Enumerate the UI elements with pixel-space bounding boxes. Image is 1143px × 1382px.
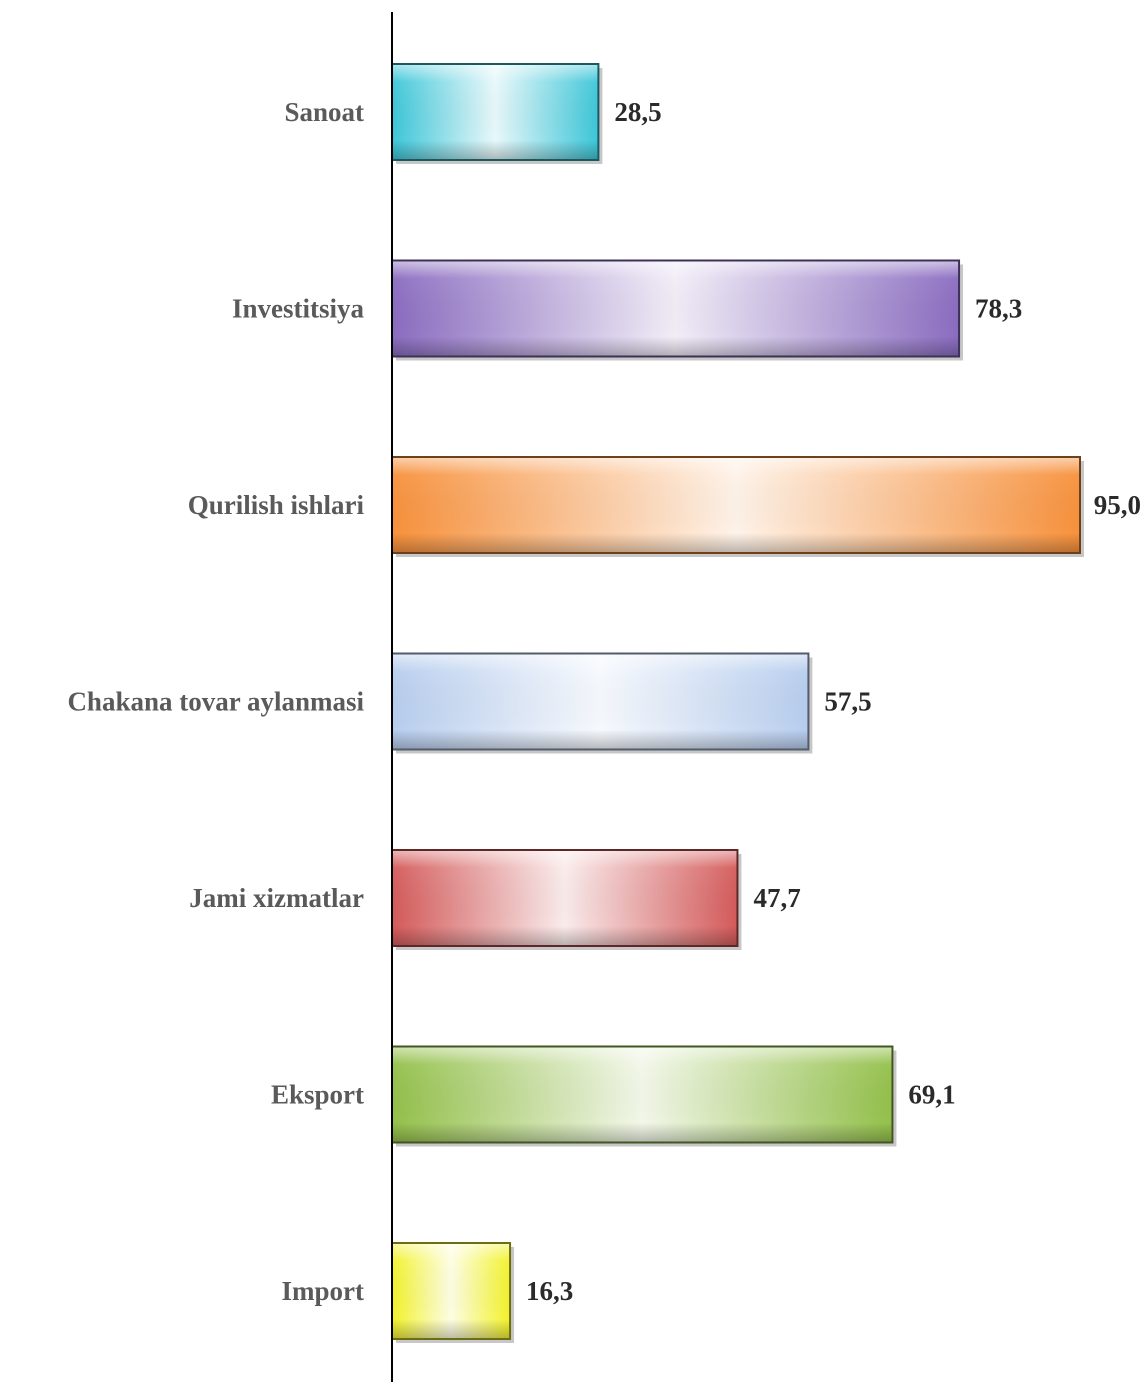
bar-bevel	[393, 261, 959, 356]
value-label: 28,5	[614, 97, 661, 127]
category-label: Chakana tovar aylanmasi	[67, 687, 364, 717]
bar-6	[391, 1045, 897, 1147]
value-label: 78,3	[975, 294, 1022, 324]
category-label: Qurilish ishlari	[188, 490, 365, 520]
category-label: Investitsiya	[232, 294, 365, 324]
category-label: Sanoat	[284, 97, 364, 127]
value-label: 57,5	[824, 687, 871, 717]
bar-2	[391, 259, 964, 361]
category-label: Import	[282, 1276, 365, 1306]
category-label: Jami xizmatlar	[189, 883, 364, 913]
bar-bevel	[393, 65, 598, 159]
bars-layer	[391, 63, 1084, 1343]
bar-bevel	[393, 1047, 892, 1142]
labels-layer: Sanoat 28,5 Investitsiya 78,3 Qurilish ishla…	[67, 97, 1141, 1306]
bar-7	[391, 1242, 515, 1343]
value-label: 69,1	[908, 1080, 955, 1110]
bar-bevel	[393, 1244, 510, 1338]
value-label: 47,7	[753, 883, 800, 913]
bar-4	[391, 652, 813, 754]
bar-1	[391, 63, 603, 164]
bar-3	[391, 456, 1084, 557]
bar-5	[391, 849, 742, 950]
bar-bevel	[393, 458, 1079, 552]
value-label: 16,3	[526, 1276, 573, 1306]
category-label: Eksport	[271, 1080, 364, 1110]
bar-bevel	[393, 851, 737, 945]
bar-bevel	[393, 654, 808, 749]
value-label: 95,0	[1094, 490, 1141, 520]
